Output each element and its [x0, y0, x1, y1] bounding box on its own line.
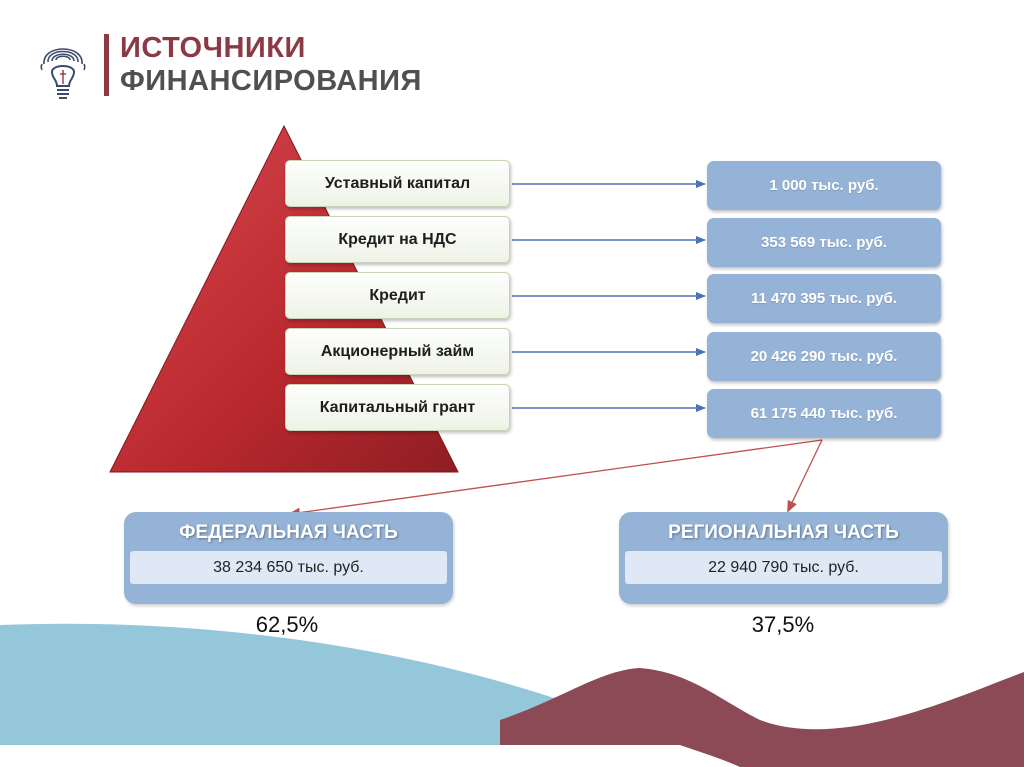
source-label: Капитальный грант	[319, 398, 476, 416]
title-line-2: ФИНАНСИРОВАНИЯ	[120, 65, 422, 97]
federal-part-panel: ФЕДЕРАЛЬНАЯ ЧАСТЬ 38 234 650 тыс. руб.	[124, 512, 453, 604]
source-label: Акционерный займ	[320, 342, 475, 360]
value-box-kredit: 11 470 395 тыс. руб.	[707, 274, 941, 323]
arrow-to-regional	[787, 439, 823, 513]
title-accent-bar	[104, 34, 109, 96]
title-line-1: ИСТОЧНИКИ	[120, 32, 306, 64]
arrow-to-federal	[288, 439, 823, 518]
source-box-kredit-nds: Кредит на НДС	[285, 216, 510, 263]
value-label: 61 175 440 тыс. руб.	[750, 405, 898, 422]
maroon-wave	[500, 668, 1024, 767]
federal-part-value: 38 234 650 тыс. руб.	[130, 551, 447, 584]
regional-part-value: 22 940 790 тыс. руб.	[625, 551, 942, 584]
value-label: 11 470 395 тыс. руб.	[751, 290, 897, 307]
page-title: ИСТОЧНИКИ ФИНАНСИРОВАНИЯ	[120, 32, 620, 98]
source-label: Кредит	[369, 286, 426, 304]
regional-part-panel: РЕГИОНАЛЬНАЯ ЧАСТЬ 22 940 790 тыс. руб.	[619, 512, 948, 604]
value-box-ustavny: 1 000 тыс. руб.	[707, 161, 941, 210]
regional-percent: 37,5%	[751, 612, 815, 637]
light-wave	[0, 745, 740, 767]
source-box-kredit: Кредит	[285, 272, 510, 319]
source-box-grant: Капитальный грант	[285, 384, 510, 431]
federal-percent: 62,5%	[255, 612, 319, 637]
source-label: Кредит на НДС	[338, 230, 457, 248]
source-label: Уставный капитал	[324, 174, 471, 192]
value-label: 353 569 тыс. руб.	[761, 234, 887, 251]
source-box-ustavny: Уставный капитал	[285, 160, 510, 207]
value-label: 20 426 290 тыс. руб.	[750, 348, 898, 365]
value-box-kredit-nds: 353 569 тыс. руб.	[707, 218, 941, 267]
lightbulb-fingerprint-icon	[40, 48, 86, 99]
value-box-grant: 61 175 440 тыс. руб.	[707, 389, 941, 438]
blue-wave	[0, 623, 680, 745]
regional-part-title: РЕГИОНАЛЬНАЯ ЧАСТЬ	[668, 522, 899, 543]
federal-part-title: ФЕДЕРАЛЬНАЯ ЧАСТЬ	[179, 522, 398, 543]
source-box-zaim: Акционерный займ	[285, 328, 510, 375]
value-box-zaim: 20 426 290 тыс. руб.	[707, 332, 941, 381]
value-label: 1 000 тыс. руб.	[769, 177, 879, 194]
